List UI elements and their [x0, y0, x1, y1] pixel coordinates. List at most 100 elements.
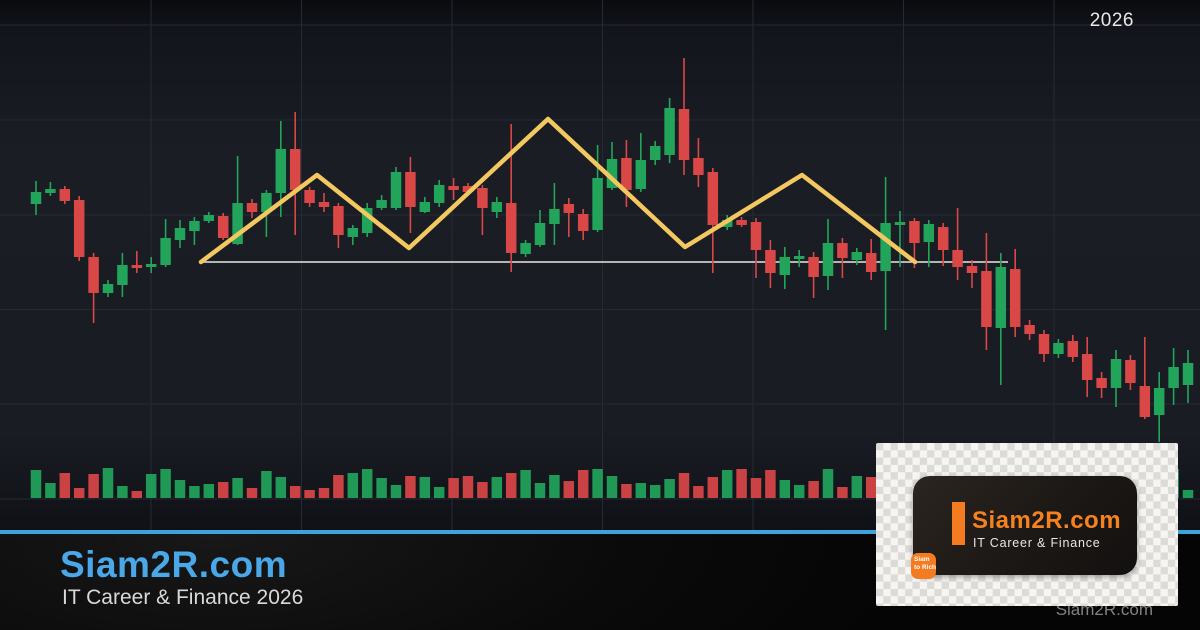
volume-bar — [405, 476, 416, 498]
candle-body — [1081, 354, 1093, 380]
candle-body — [45, 189, 56, 193]
volume-bar — [289, 486, 301, 498]
candlestick-chart-panel: 2026 — [0, 0, 1200, 530]
year-label: 2026 — [1089, 10, 1134, 31]
candle-body — [448, 186, 459, 190]
candle-body — [289, 149, 301, 190]
candle-body — [390, 172, 402, 208]
candle-body — [981, 271, 992, 327]
volume-bar — [721, 470, 733, 498]
candle-body — [261, 193, 272, 212]
candle-body — [102, 284, 114, 293]
volume-bar — [261, 471, 272, 498]
candle-body — [318, 202, 330, 207]
volume-bar — [865, 477, 877, 498]
logo-chip: Siam2R.com IT Career & Finance — [913, 476, 1137, 575]
volume-bar — [822, 469, 834, 498]
candle-body — [937, 227, 949, 250]
candle-body — [477, 188, 488, 208]
candle-body — [534, 223, 546, 245]
candle-body — [865, 253, 877, 272]
volume-bar — [736, 469, 747, 498]
volume-bar — [45, 483, 56, 498]
candle-body — [1053, 343, 1064, 354]
price-chart — [0, 0, 1200, 530]
volume-bar — [577, 470, 589, 498]
volume-bar — [189, 486, 200, 498]
candle-body — [750, 222, 762, 250]
volume-bar — [376, 478, 387, 498]
candle-body — [923, 224, 935, 242]
candle-body — [1009, 269, 1021, 327]
candle-body — [405, 172, 416, 207]
volume-bar — [59, 473, 71, 498]
volume-bar — [275, 477, 287, 498]
candle-body — [707, 172, 719, 225]
volume-bar — [30, 470, 42, 498]
candle-body — [347, 228, 359, 237]
candle-body — [779, 257, 791, 275]
siam-to-rich-badge: Siam to Rich — [911, 553, 936, 579]
volume-bar — [73, 488, 85, 498]
candle-body — [462, 186, 474, 192]
candle-body — [765, 250, 776, 273]
logo-site-name: Siam2R.com — [972, 507, 1122, 534]
volume-bar — [448, 478, 459, 498]
volume-bar — [477, 482, 488, 498]
volume-bar — [606, 476, 618, 498]
candle-body — [635, 160, 647, 189]
candle-body — [160, 238, 171, 265]
candle-body — [59, 189, 71, 201]
logo-card: Siam2R.com IT Career & Finance Siam to R… — [876, 443, 1178, 606]
candle-body — [505, 203, 517, 253]
candle-body — [693, 158, 704, 175]
volume-bar — [390, 485, 402, 498]
volume-bar — [765, 470, 776, 498]
volume-bar — [304, 490, 315, 498]
volume-bar — [793, 485, 805, 498]
volume-bar — [145, 474, 157, 498]
volume-bar — [361, 469, 373, 498]
candle-body — [30, 192, 42, 204]
candle-body — [1125, 360, 1136, 383]
candle-body — [203, 215, 215, 221]
candle-body — [966, 266, 978, 273]
candle-body — [952, 250, 963, 267]
candle-body — [246, 203, 258, 212]
volume-bar — [117, 486, 128, 498]
candle-body — [174, 228, 186, 240]
candle-body — [606, 159, 618, 188]
volume-bar — [433, 487, 445, 498]
volume-bar — [318, 488, 330, 498]
candle-body — [621, 158, 632, 190]
candle-body — [275, 149, 287, 193]
candle-body — [419, 202, 431, 212]
candle-body — [793, 256, 805, 259]
volume-bar — [649, 485, 661, 498]
candle-body — [1024, 325, 1035, 334]
volume-bar — [779, 480, 791, 498]
volume-bar — [851, 476, 863, 498]
candle-body — [1110, 359, 1122, 388]
candle-body — [304, 190, 315, 203]
volume-bar — [693, 486, 704, 498]
candle-body — [995, 267, 1007, 328]
badge-line-1: Siam — [914, 556, 930, 563]
volume-bar — [563, 481, 575, 498]
volume-bar — [520, 470, 531, 498]
volume-bar — [808, 481, 819, 498]
volume-bar — [505, 473, 517, 498]
candle-body — [822, 243, 834, 276]
candle-body — [894, 222, 906, 225]
volume-bar — [678, 473, 690, 498]
volume-bar — [707, 477, 719, 498]
volume-bar — [534, 483, 546, 498]
volume-bar — [131, 491, 143, 498]
brand-tagline: IT Career & Finance 2026 — [62, 586, 304, 609]
candle-body — [549, 209, 560, 224]
candle-body — [1182, 363, 1194, 385]
candle-body — [117, 265, 128, 285]
volume-bar — [102, 468, 114, 498]
candle-body — [880, 223, 891, 271]
